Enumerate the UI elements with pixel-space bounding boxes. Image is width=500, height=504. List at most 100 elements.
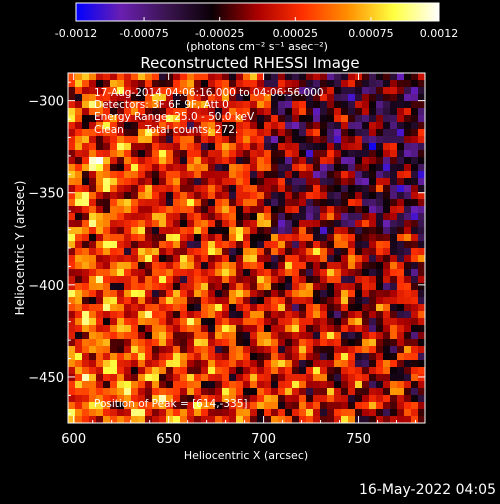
- heatmap-cell: [292, 80, 300, 88]
- heatmap-cell: [75, 374, 83, 382]
- heatmap-cell: [355, 276, 363, 284]
- heatmap-cell: [159, 388, 167, 396]
- heatmap-cell: [306, 374, 314, 382]
- heatmap-cell: [271, 199, 279, 207]
- heatmap-cell: [390, 255, 398, 263]
- heatmap-cell: [124, 290, 132, 298]
- heatmap-cell: [222, 304, 230, 312]
- heatmap-cell: [285, 346, 293, 354]
- heatmap-cell: [278, 381, 286, 389]
- heatmap-cell: [138, 136, 146, 144]
- heatmap-cell: [173, 87, 181, 95]
- heatmap-cell: [376, 297, 384, 305]
- heatmap-cell: [278, 227, 286, 235]
- heatmap-cell: [124, 297, 132, 305]
- heatmap-cell: [131, 101, 139, 109]
- heatmap-cell: [229, 227, 237, 235]
- heatmap-cell: [404, 332, 412, 340]
- heatmap-cell: [201, 269, 209, 277]
- heatmap-cell: [75, 185, 83, 193]
- heatmap-cell: [222, 388, 230, 396]
- heatmap-cell: [264, 332, 272, 340]
- heatmap-cell: [117, 115, 125, 123]
- heatmap-cell: [327, 248, 335, 256]
- heatmap-cell: [320, 115, 328, 123]
- heatmap-cell: [383, 143, 391, 151]
- heatmap-cell: [285, 157, 293, 165]
- heatmap-cell: [285, 276, 293, 284]
- heatmap-cell: [89, 171, 97, 179]
- heatmap-cell: [152, 255, 160, 263]
- heatmap-cell: [180, 388, 188, 396]
- heatmap-cell: [82, 94, 90, 102]
- x-tick-label: 650: [156, 432, 181, 447]
- heatmap-cell: [229, 136, 237, 144]
- heatmap-cell: [376, 269, 384, 277]
- heatmap-cell: [180, 220, 188, 228]
- heatmap-cell: [383, 416, 391, 423]
- heatmap-cell: [299, 353, 307, 361]
- heatmap-cell: [362, 178, 370, 186]
- heatmap-cell: [383, 234, 391, 242]
- heatmap-cell: [187, 353, 195, 361]
- heatmap-cell: [278, 318, 286, 326]
- heatmap-cell: [390, 136, 398, 144]
- heatmap-cell: [159, 234, 167, 242]
- heatmap-cell: [173, 185, 181, 193]
- heatmap-cell: [236, 388, 244, 396]
- heatmap-cell: [390, 143, 398, 151]
- heatmap-cell: [145, 353, 153, 361]
- heatmap-cell: [236, 227, 244, 235]
- heatmap-cell: [285, 227, 293, 235]
- heatmap-cell: [222, 108, 230, 116]
- heatmap-cell: [96, 276, 104, 284]
- heatmap-cell: [418, 290, 425, 298]
- heatmap-cell: [138, 192, 146, 200]
- heatmap-cell: [152, 276, 160, 284]
- heatmap-cell: [110, 374, 118, 382]
- heatmap-cell: [103, 262, 111, 270]
- colorbar-tick-label: -0.00025: [195, 27, 244, 40]
- heatmap-cell: [138, 353, 146, 361]
- heatmap-cell: [194, 283, 202, 291]
- heatmap-cell: [418, 227, 425, 235]
- heatmap-cell: [173, 136, 181, 144]
- heatmap-cell: [397, 297, 405, 305]
- heatmap-cell: [355, 94, 363, 102]
- heatmap-cell: [215, 367, 223, 375]
- heatmap-cell: [159, 353, 167, 361]
- heatmap-cell: [411, 150, 419, 158]
- heatmap-cell: [278, 311, 286, 319]
- heatmap-cell: [250, 80, 258, 88]
- heatmap-cell: [229, 122, 237, 130]
- heatmap-cell: [418, 262, 425, 270]
- heatmap-cell: [369, 171, 377, 179]
- heatmap-cell: [138, 367, 146, 375]
- heatmap-cell: [306, 178, 314, 186]
- heatmap-cell: [215, 129, 223, 137]
- heatmap-cell: [383, 220, 391, 228]
- heatmap-cell: [271, 367, 279, 375]
- heatmap-cell: [271, 248, 279, 256]
- heatmap-cell: [173, 199, 181, 207]
- heatmap-cell: [285, 388, 293, 396]
- heatmap-cell: [348, 94, 356, 102]
- heatmap-cell: [355, 290, 363, 298]
- heatmap-cell: [299, 192, 307, 200]
- heatmap-cell: [110, 367, 118, 375]
- heatmap-cell: [376, 360, 384, 368]
- heatmap-cell: [320, 129, 328, 137]
- heatmap-cell: [411, 122, 419, 130]
- heatmap-cell: [215, 234, 223, 242]
- heatmap-cell: [390, 150, 398, 158]
- heatmap-cell: [334, 220, 342, 228]
- heatmap-cell: [348, 227, 356, 235]
- heatmap-cell: [138, 115, 146, 123]
- heatmap-cell: [110, 290, 118, 298]
- heatmap-cell: [313, 402, 321, 410]
- heatmap-cell: [404, 381, 412, 389]
- heatmap-cell: [362, 73, 370, 81]
- heatmap-cell: [306, 332, 314, 340]
- heatmap-cell: [383, 157, 391, 165]
- heatmap-cell: [285, 318, 293, 326]
